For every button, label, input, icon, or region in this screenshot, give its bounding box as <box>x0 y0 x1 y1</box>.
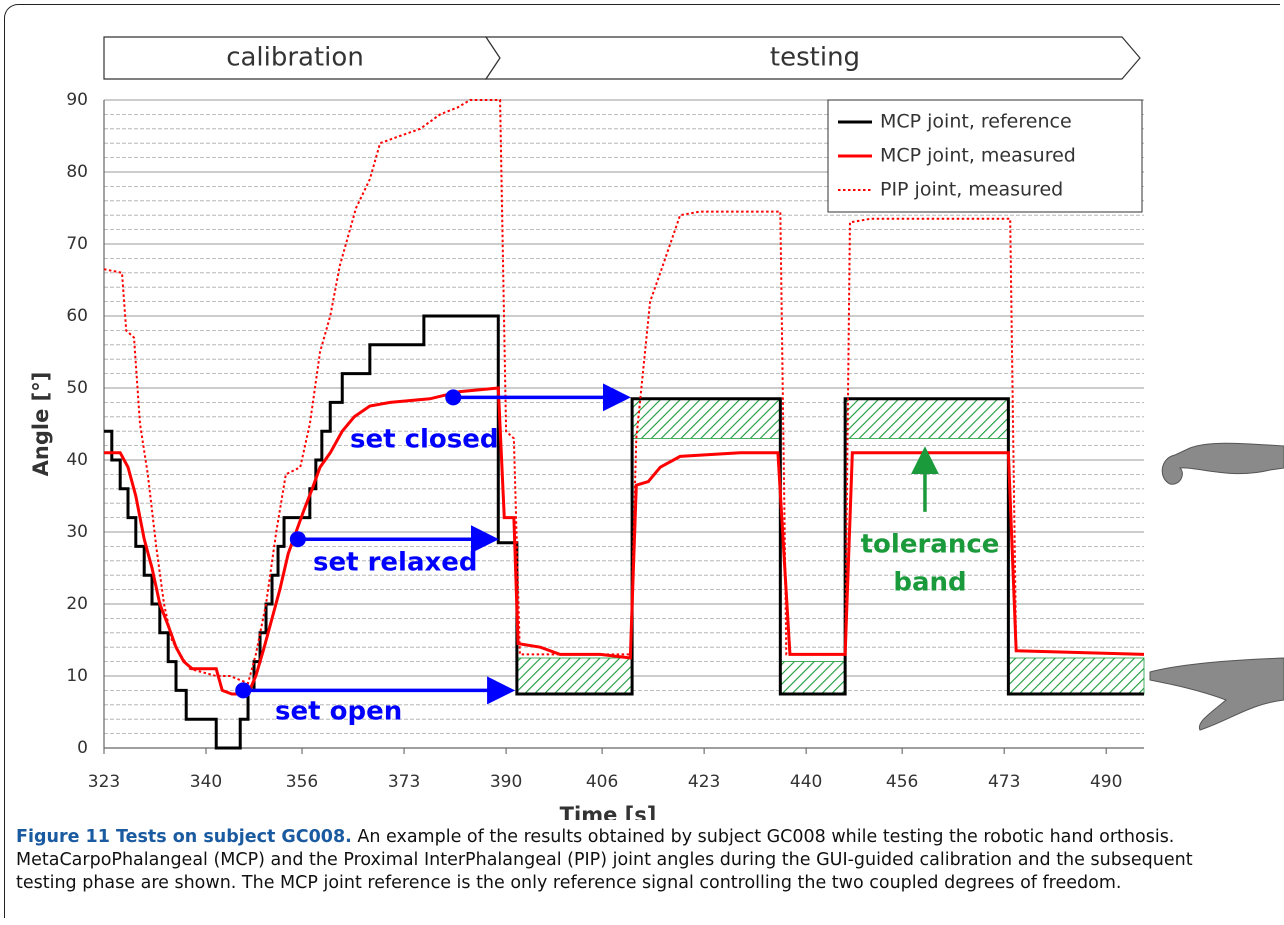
x-tick-label: 406 <box>586 772 618 792</box>
caption-label: Figure 11 Tests on subject GC008. <box>16 827 352 847</box>
annotation-dot <box>445 389 461 405</box>
legend-label: PIP joint, measured <box>880 179 1063 201</box>
x-tick-label: 490 <box>1090 772 1122 792</box>
tolerance-band <box>780 662 845 694</box>
annotation-dot <box>290 531 306 547</box>
x-tick-label: 323 <box>88 772 120 792</box>
caption: Figure 11 Tests on subject GC008. An exa… <box>16 826 1246 895</box>
y-tick-label: 50 <box>66 378 88 398</box>
phase-label: calibration <box>226 43 364 73</box>
annotation-text: set relaxed <box>313 548 478 578</box>
x-tick-label: 423 <box>688 772 720 792</box>
annotation-text: set open <box>275 697 402 727</box>
x-tick-label: 440 <box>790 772 822 792</box>
hand-closed <box>1162 443 1284 484</box>
y-tick-label: 60 <box>66 306 88 326</box>
y-tick-label: 80 <box>66 162 88 182</box>
y-tick-label: 30 <box>66 522 88 542</box>
phase-label: testing <box>770 43 860 73</box>
y-tick-label: 70 <box>66 234 88 254</box>
tolerance-band <box>632 399 780 439</box>
annotation-dot <box>235 682 251 698</box>
x-tick-label: 473 <box>988 772 1020 792</box>
chart: calibration testing Angle [°] Time [s] 0… <box>0 0 1284 820</box>
y-tick-label: 20 <box>66 594 88 614</box>
tolerance-band <box>517 658 632 694</box>
annotation-text: tolerance <box>861 530 1000 560</box>
x-tick-label: 340 <box>190 772 222 792</box>
x-tick-label: 373 <box>388 772 420 792</box>
hand-open <box>1150 658 1284 730</box>
legend-label: MCP joint, reference <box>880 111 1072 133</box>
x-tick-label: 356 <box>286 772 318 792</box>
tolerance-band <box>845 399 1008 439</box>
annotation-text: set closed <box>350 425 499 455</box>
annotation-text: band <box>893 568 966 598</box>
y-tick-label: 10 <box>66 666 88 686</box>
legend-label: MCP joint, measured <box>880 145 1076 167</box>
y-tick-label: 40 <box>66 450 88 470</box>
y-tick-label: 90 <box>66 90 88 110</box>
x-axis-label: Time [s] <box>560 803 657 820</box>
x-tick-label: 456 <box>886 772 918 792</box>
y-axis-label: Angle [°] <box>29 372 53 477</box>
x-tick-label: 390 <box>490 772 522 792</box>
y-tick-label: 0 <box>77 738 88 758</box>
tolerance-band <box>1008 658 1144 694</box>
